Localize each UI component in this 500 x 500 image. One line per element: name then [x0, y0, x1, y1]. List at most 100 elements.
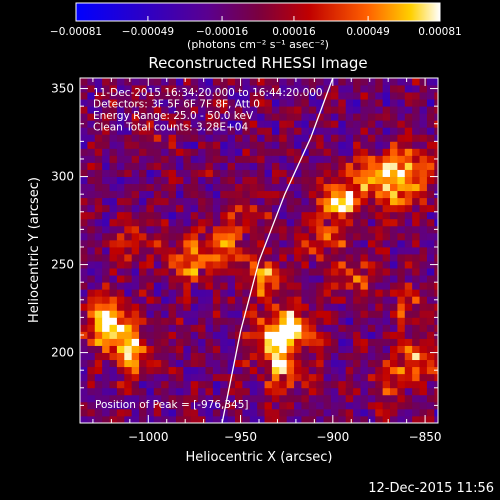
heatmap-cell	[109, 401, 118, 410]
heatmap-cell	[198, 85, 206, 93]
heatmap-cell	[139, 345, 147, 353]
heatmap-cell	[426, 183, 435, 192]
heatmap-cell	[168, 401, 177, 410]
heatmap-cell	[426, 415, 435, 423]
heatmap-cell	[124, 106, 133, 114]
heatmap-cell	[323, 155, 332, 163]
heatmap-cell	[397, 415, 406, 423]
heatmap-cell	[131, 380, 140, 389]
heatmap-cell	[279, 92, 288, 100]
heatmap-cell	[220, 148, 229, 156]
heatmap-cell	[323, 190, 332, 199]
heatmap-cell	[286, 394, 295, 403]
heatmap-cell	[235, 366, 243, 375]
heatmap-cell	[235, 359, 243, 368]
heatmap-cell	[190, 359, 199, 368]
heatmap-cell	[286, 303, 295, 311]
heatmap-cell	[279, 134, 288, 142]
heatmap-cell	[109, 92, 118, 100]
heatmap-cell	[205, 120, 214, 128]
heatmap-cell	[183, 296, 192, 304]
heatmap-cell	[382, 197, 391, 206]
heatmap-cell	[153, 106, 162, 114]
heatmap-cell	[109, 204, 118, 213]
heatmap-cell	[235, 401, 243, 410]
heatmap-cell	[382, 317, 391, 325]
heatmap-cell	[323, 225, 332, 234]
heatmap-cell	[249, 120, 258, 128]
heatmap-cell	[264, 338, 273, 346]
heatmap-cell	[353, 289, 361, 297]
heatmap-cell	[286, 197, 295, 206]
heatmap-cell	[323, 359, 332, 368]
heatmap-cell	[94, 401, 103, 410]
heatmap-cell	[434, 275, 438, 283]
heatmap-cell	[198, 366, 206, 375]
heatmap-cell	[367, 387, 376, 396]
heatmap-cell	[116, 275, 125, 283]
heatmap-cell	[353, 239, 361, 248]
heatmap-cell	[264, 303, 273, 311]
heatmap-cell	[279, 394, 288, 403]
heatmap-cell	[345, 254, 354, 262]
heatmap-cell	[161, 387, 169, 396]
heatmap-cell	[382, 190, 391, 199]
heatmap-cell	[338, 275, 347, 283]
heatmap-cell	[205, 99, 214, 107]
heatmap-cell	[271, 197, 280, 206]
heatmap-cell	[131, 134, 140, 142]
heatmap-cell	[294, 289, 302, 297]
heatmap-cell	[382, 415, 391, 423]
heatmap-cell	[220, 78, 229, 86]
heatmap-cell	[404, 303, 413, 311]
heatmap-cell	[87, 183, 96, 192]
heatmap-cell	[212, 197, 221, 206]
heatmap-cell	[227, 394, 236, 403]
heatmap-cell	[109, 338, 118, 346]
heatmap-cell	[116, 387, 125, 396]
heatmap-cell	[161, 345, 169, 353]
heatmap-cell	[80, 99, 88, 107]
heatmap-cell	[367, 275, 376, 283]
heatmap-cell	[271, 303, 280, 311]
heatmap-cell	[242, 415, 251, 423]
heatmap-cell	[242, 176, 251, 185]
heatmap-cell	[212, 211, 221, 220]
heatmap-cell	[131, 408, 140, 417]
heatmap-cell	[375, 310, 384, 318]
heatmap-cell	[102, 268, 110, 276]
heatmap-cell	[190, 282, 199, 290]
heatmap-cell	[397, 331, 406, 339]
heatmap-cell	[308, 324, 317, 332]
heatmap-cell	[323, 232, 332, 241]
heatmap-cell	[116, 106, 125, 114]
heatmap-cell	[124, 183, 133, 192]
heatmap-cell	[87, 338, 96, 346]
heatmap-cell	[212, 373, 221, 382]
heatmap-cell	[330, 211, 339, 220]
heatmap-cell	[249, 225, 258, 234]
heatmap-cell	[161, 183, 169, 192]
heatmap-cell	[205, 127, 214, 135]
heatmap-cell	[198, 106, 206, 114]
heatmap-cell	[345, 246, 354, 255]
heatmap-cell	[146, 162, 155, 170]
heatmap-cell	[308, 239, 317, 248]
heatmap-cell	[198, 394, 206, 403]
heatmap-cell	[330, 345, 339, 353]
heatmap-cell	[434, 141, 438, 149]
heatmap-cell	[168, 296, 177, 304]
heatmap-cell	[375, 92, 384, 100]
heatmap-cell	[353, 373, 361, 382]
heatmap-cell	[434, 148, 438, 156]
heatmap-cell	[323, 415, 332, 423]
heatmap-cell	[316, 324, 324, 332]
heatmap-cell	[271, 85, 280, 93]
heatmap-cell	[139, 282, 147, 290]
heatmap-cell	[360, 190, 369, 199]
heatmap-cell	[419, 239, 428, 248]
heatmap-cell	[102, 373, 110, 382]
heatmap-cell	[375, 254, 384, 262]
heatmap-cell	[109, 113, 118, 121]
heatmap-cell	[227, 239, 236, 248]
